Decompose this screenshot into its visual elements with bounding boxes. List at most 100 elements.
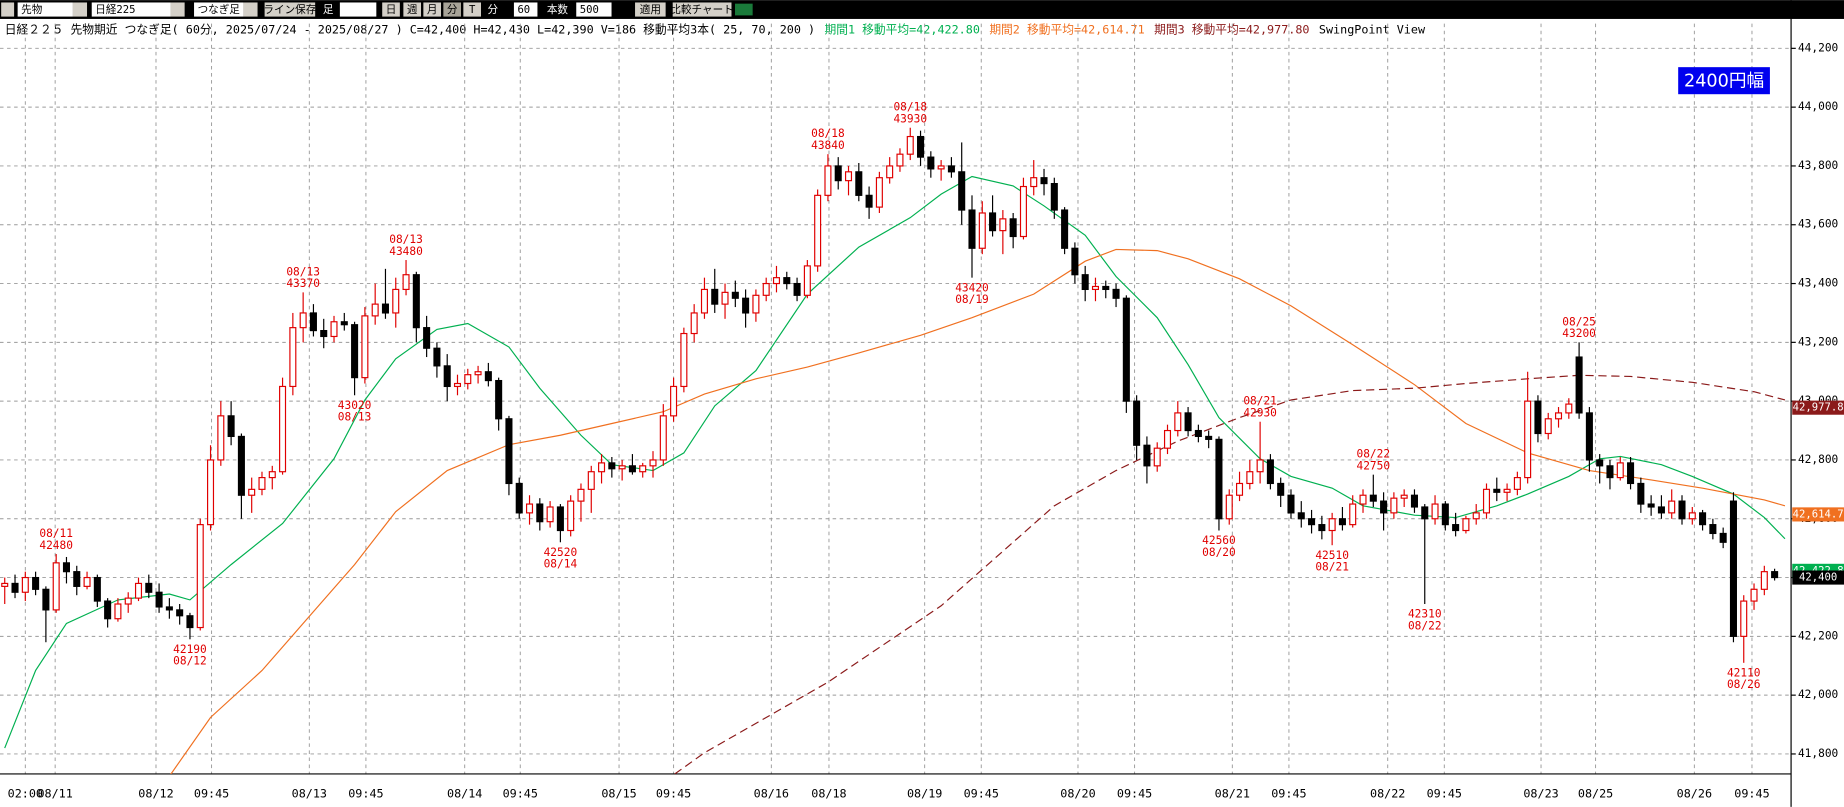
swing-label: 42510	[1315, 549, 1349, 562]
button-box[interactable]	[403, 2, 422, 17]
menu-button[interactable]	[1, 2, 15, 17]
candle-body	[639, 465, 647, 473]
toolbar-label[interactable]: 500	[580, 4, 599, 16]
candle-body	[999, 218, 1007, 232]
toolbar-label[interactable]: つなぎ足	[198, 3, 241, 16]
candle-body	[742, 297, 750, 314]
field-box[interactable]	[576, 2, 612, 17]
candle-body	[1575, 356, 1583, 414]
y-tick-label: 42,200	[1798, 629, 1838, 642]
button-box[interactable]	[463, 2, 481, 17]
candle-body	[1390, 497, 1398, 514]
dropdown-arrow[interactable]	[72, 2, 88, 17]
swing-label: 08/12	[173, 655, 207, 668]
toolbar-label[interactable]: 先物	[21, 3, 43, 16]
candle-body	[32, 576, 40, 590]
swing-label: 08/26	[1727, 678, 1761, 691]
dropdown-arrow[interactable]	[170, 2, 185, 17]
candle-body	[1709, 524, 1717, 535]
candle-body	[423, 327, 431, 349]
candle-body	[1699, 512, 1707, 526]
candle-body	[1678, 500, 1686, 520]
candle-body	[875, 177, 883, 208]
candle-body	[433, 347, 441, 367]
candle-body	[464, 374, 472, 385]
candle-body	[1493, 488, 1501, 493]
candle-body	[1277, 482, 1285, 496]
price-tag-label: 42,977.8	[1793, 402, 1844, 414]
swing-label: 08/13	[338, 411, 372, 424]
button-box[interactable]	[382, 2, 400, 17]
candle-body	[1616, 462, 1624, 479]
candle-body	[11, 582, 19, 593]
button-box[interactable]	[672, 2, 732, 17]
candle-body	[73, 571, 81, 587]
y-tick-label: 43,200	[1798, 335, 1838, 348]
candle-body	[268, 471, 276, 479]
candle-body	[299, 312, 307, 329]
candle-body	[1143, 444, 1151, 467]
moving-average	[4, 175, 1786, 749]
input-field[interactable]	[339, 2, 377, 17]
x-tick-label: 08/20	[1060, 786, 1095, 800]
swing-label: 08/11	[39, 527, 73, 540]
candle-body	[618, 465, 626, 470]
candle-body	[1760, 571, 1768, 590]
candle-body	[762, 282, 770, 296]
candle-body	[1400, 494, 1408, 499]
header-title: 日経２２５ 先物期近 つなぎ足( 60分, 2025/07/24 - 2025/…	[5, 22, 815, 36]
candle-body	[680, 332, 688, 388]
candle-body	[1287, 494, 1295, 514]
select-box[interactable]	[91, 2, 171, 17]
toolbar-label[interactable]: 週	[407, 4, 418, 16]
swing-label: 43200	[1562, 327, 1596, 340]
ma-lines	[4, 175, 1786, 774]
x-tick-label: 09:45	[1117, 786, 1152, 800]
x-tick-label: 09:45	[1427, 786, 1462, 800]
swing-label: 42480	[39, 539, 73, 552]
swing-label: 42520	[544, 546, 578, 559]
chart-icon[interactable]	[735, 3, 753, 16]
toolbar-label[interactable]: 月	[427, 4, 438, 16]
dropdown-arrow[interactable]	[243, 2, 258, 17]
toolbar-label[interactable]: 日経225	[95, 3, 135, 16]
pressed-box[interactable]	[443, 2, 461, 17]
toolbar-label[interactable]: T	[469, 4, 476, 16]
candle-body	[495, 379, 503, 420]
x-tick-label: 08/22	[1370, 786, 1405, 800]
select-box[interactable]	[194, 2, 244, 17]
toolbar-label[interactable]: 分	[447, 4, 458, 16]
candle-body	[1061, 209, 1069, 249]
candle-body	[176, 609, 184, 617]
toolbar-label[interactable]: 適用	[640, 3, 661, 16]
candle-body	[21, 576, 29, 593]
swing-label: 42560	[1202, 534, 1236, 547]
toolbar-label[interactable]: ライン保存	[263, 3, 316, 16]
candle-body	[1359, 494, 1367, 505]
candle-body	[258, 477, 266, 490]
toolbar-label[interactable]: 比較チャート	[670, 3, 733, 16]
candle-body	[237, 435, 245, 496]
toolbar-label[interactable]: 60	[517, 4, 530, 16]
candle-body	[1256, 459, 1264, 473]
candle-body	[834, 165, 842, 182]
candle-body	[608, 462, 616, 470]
select-box[interactable]	[17, 2, 73, 17]
x-tick-label: 08/11	[37, 786, 72, 800]
candle-body	[1524, 400, 1532, 479]
candle-body	[649, 459, 657, 467]
x-tick-label: 08/26	[1677, 786, 1712, 800]
candle-body	[289, 327, 297, 388]
swing-label: 42750	[1357, 459, 1391, 472]
toolbar-label: 分	[487, 4, 498, 16]
candle-body	[1328, 518, 1336, 532]
button-box[interactable]	[635, 2, 666, 17]
button-box[interactable]	[264, 2, 316, 17]
button-box[interactable]	[423, 2, 442, 17]
candle-body	[330, 321, 338, 338]
y-tick-label: 42,000	[1798, 688, 1838, 701]
candle-body	[1153, 447, 1161, 467]
candle-body	[917, 135, 925, 158]
toolbar-label[interactable]: 日	[386, 4, 397, 16]
field-box[interactable]	[513, 2, 538, 17]
